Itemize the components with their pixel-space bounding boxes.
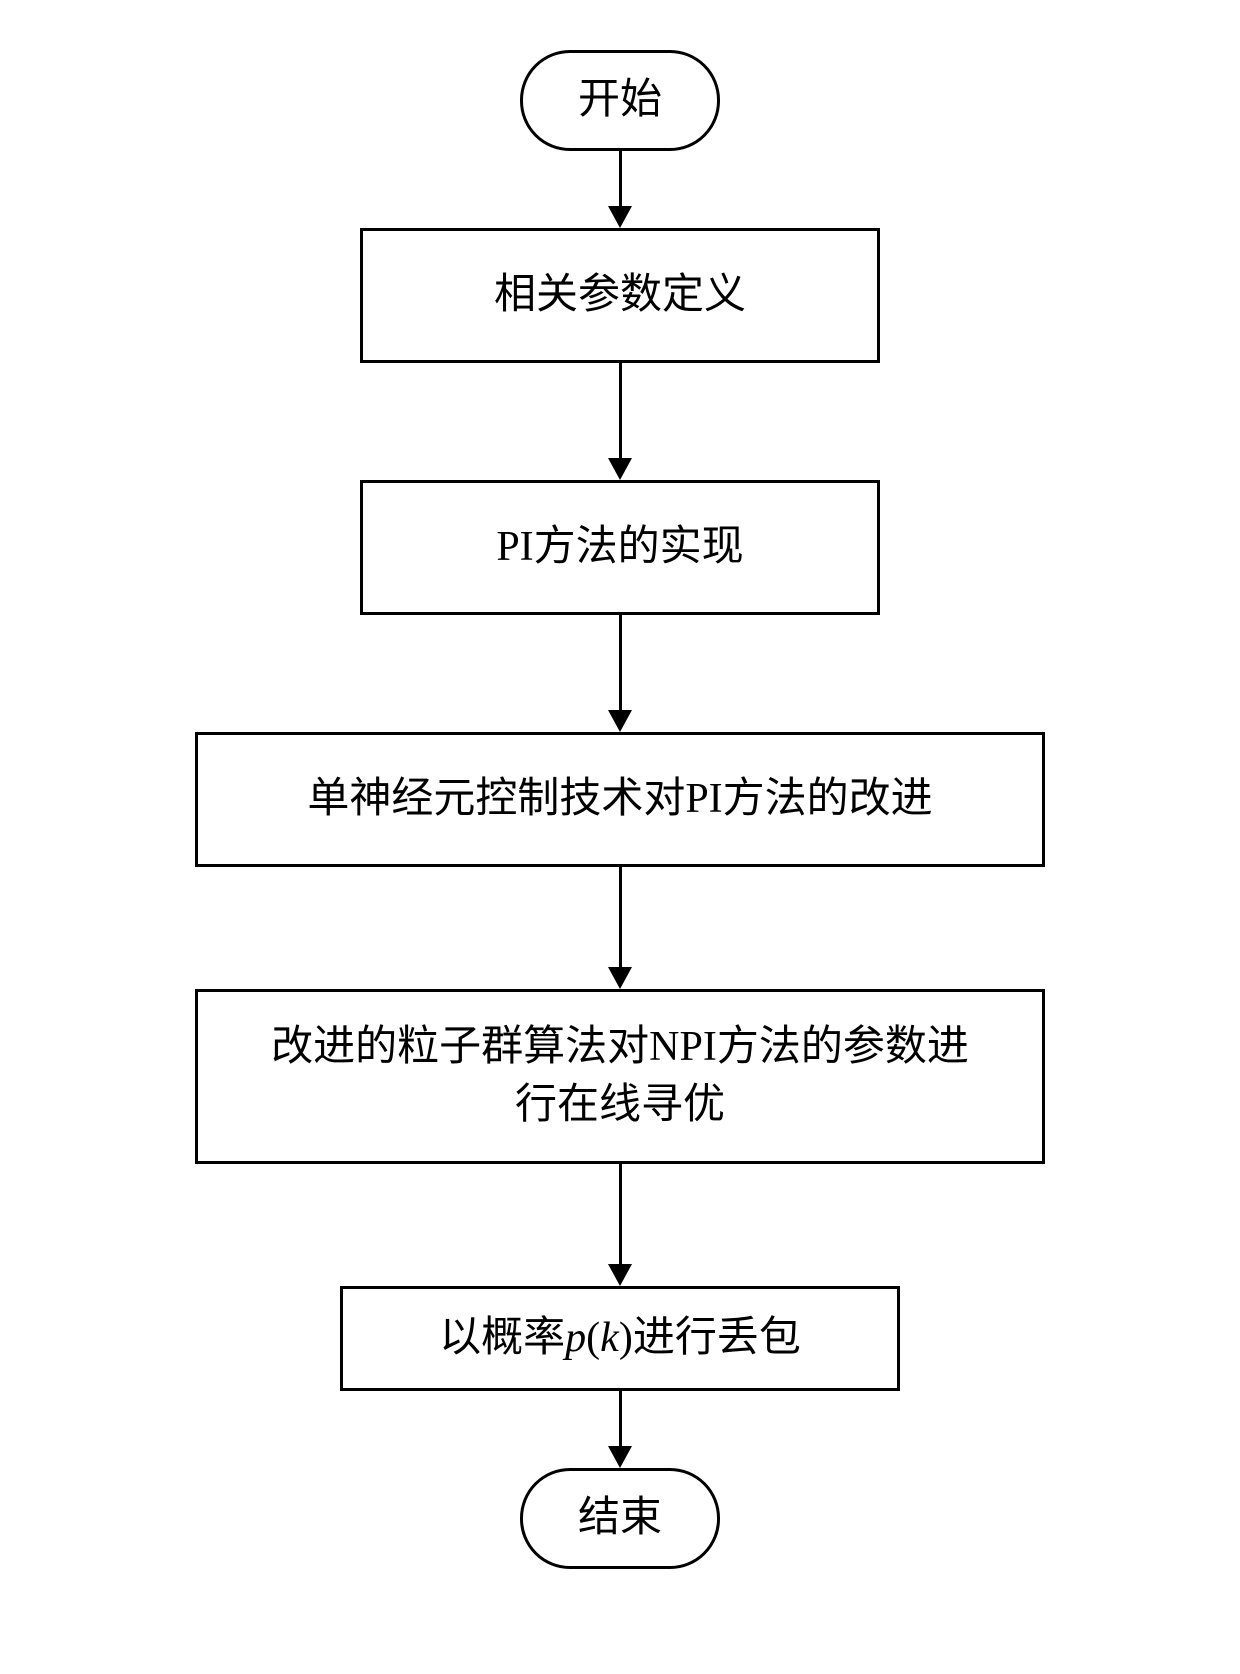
process-params-label: 相关参数定义 xyxy=(494,266,746,325)
arrow-line xyxy=(619,363,622,458)
label-prefix: 以概率 xyxy=(439,1315,565,1361)
arrow-head-icon xyxy=(608,1264,632,1286)
arrow-3 xyxy=(608,615,632,732)
arrow-1 xyxy=(608,151,632,228)
flowchart-container: 开始 相关参数定义 PI方法的实现 单神经元控制技术对PI方法的改进 改进的粒子… xyxy=(195,50,1045,1569)
process-drop-packet-label: 以概率p(k)进行丢包 xyxy=(439,1309,801,1368)
arrow-line xyxy=(619,151,622,206)
arrow-5 xyxy=(608,1164,632,1286)
process-pso-optimize: 改进的粒子群算法对NPI方法的参数进 行在线寻优 xyxy=(195,989,1045,1164)
arrow-head-icon xyxy=(608,967,632,989)
arrow-head-icon xyxy=(608,1446,632,1468)
label-var-p: p xyxy=(565,1315,586,1361)
arrow-line xyxy=(619,615,622,710)
label-var-k: k xyxy=(600,1315,619,1361)
label-paren-open: ( xyxy=(586,1315,600,1361)
end-label: 结束 xyxy=(578,1489,662,1548)
process-pso-line2: 行在线寻优 xyxy=(515,1076,725,1135)
arrow-head-icon xyxy=(608,206,632,228)
arrow-2 xyxy=(608,363,632,480)
start-label: 开始 xyxy=(578,71,662,130)
process-params: 相关参数定义 xyxy=(360,228,880,363)
label-suffix: 进行丢包 xyxy=(633,1315,801,1361)
arrow-4 xyxy=(608,867,632,989)
arrow-head-icon xyxy=(608,710,632,732)
process-neuron-improve: 单神经元控制技术对PI方法的改进 xyxy=(195,732,1045,867)
label-paren-close: ) xyxy=(619,1315,633,1361)
process-drop-packet: 以概率p(k)进行丢包 xyxy=(340,1286,900,1391)
process-neuron-improve-label: 单神经元控制技术对PI方法的改进 xyxy=(307,770,932,829)
arrow-line xyxy=(619,1391,622,1446)
process-pso-line1: 改进的粒子群算法对NPI方法的参数进 xyxy=(271,1018,969,1077)
arrow-6 xyxy=(608,1391,632,1468)
start-terminal: 开始 xyxy=(520,50,720,151)
process-pi-method-label: PI方法的实现 xyxy=(496,518,743,577)
process-pi-method: PI方法的实现 xyxy=(360,480,880,615)
arrow-line xyxy=(619,867,622,967)
arrow-line xyxy=(619,1164,622,1264)
arrow-head-icon xyxy=(608,458,632,480)
end-terminal: 结束 xyxy=(520,1468,720,1569)
